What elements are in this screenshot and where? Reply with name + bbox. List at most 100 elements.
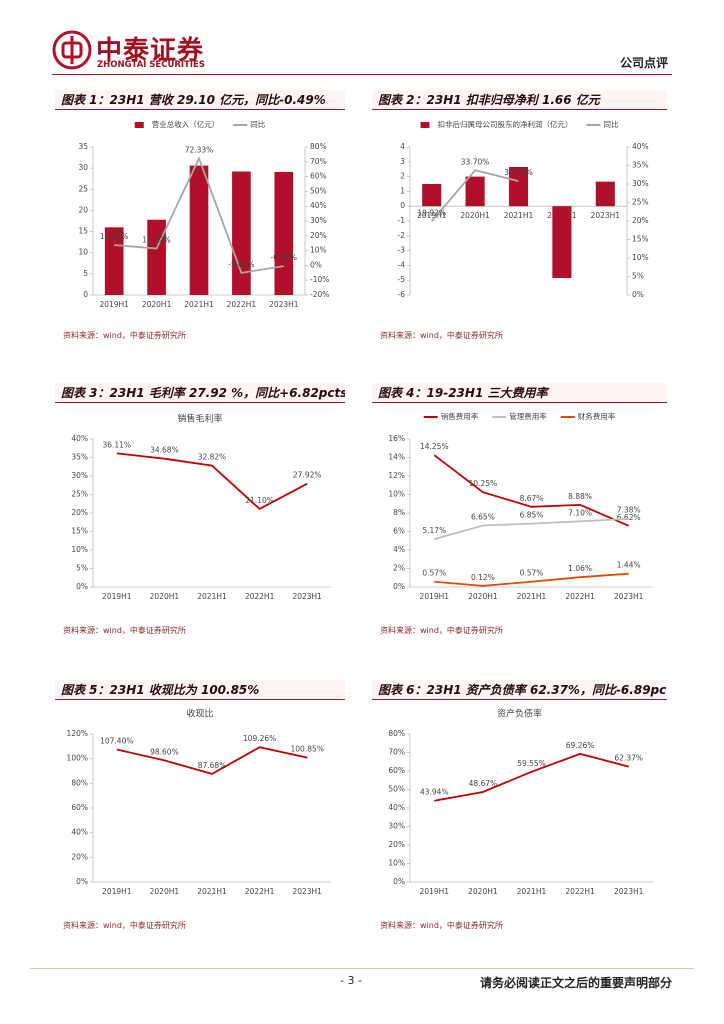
y2-tick-label: -20% (310, 290, 329, 299)
x-tick-label: 2020H1 (142, 300, 172, 309)
line (114, 156, 284, 274)
y-tick-label: 30% (71, 471, 88, 480)
bar (147, 219, 166, 295)
figure-title: 图表 6：23H1 资产负债率 62.37%，同比-6.89pcts (372, 680, 667, 700)
x-tick-label: 2023H1 (614, 592, 644, 601)
y-tick-label: 40% (71, 434, 88, 443)
data-label: 0.57% (422, 569, 446, 578)
figure-title: 图表 2：23H1 扣非归母净利 1.66 亿元 (372, 90, 667, 110)
y-tick-label: 25% (71, 490, 88, 499)
y-tick-label: 40% (71, 828, 88, 837)
x-tick-label: 2023H1 (292, 592, 322, 601)
x-tick-label: 2021H1 (197, 592, 227, 601)
data-label: 43.94% (420, 788, 449, 797)
y-tick-label: 0% (393, 877, 405, 886)
y-tick-label: 25 (78, 184, 88, 193)
y-tick-label: 0 (83, 290, 88, 299)
legend-label: 营业总收入（亿元） (152, 119, 220, 129)
y-tick-label: 35 (78, 142, 88, 151)
data-label: 1.06% (568, 564, 592, 573)
y-tick-label: -2 (398, 231, 406, 240)
x-tick-label: 2019H1 (102, 592, 132, 601)
y-tick-label: 0 (400, 201, 405, 210)
data-label: 32.82% (198, 453, 227, 462)
y-tick-label: 0% (393, 582, 405, 591)
data-label: 107.40% (100, 737, 133, 746)
y2-tick-label: 10% (632, 253, 649, 262)
y-tick-label: 10% (388, 859, 405, 868)
y2-tick-label: 10% (310, 246, 327, 255)
line (116, 452, 308, 511)
data-label: 21.10% (245, 496, 274, 505)
figure-title: 图表 4：19-23H1 三大费用率 (372, 383, 667, 403)
x-tick-label: 2023H1 (614, 887, 644, 896)
x-tick-label: 2020H1 (460, 211, 490, 220)
data-label: 6.65% (471, 512, 495, 521)
y2-tick-label: 40% (632, 142, 649, 151)
legend-label: 财务费用率 (578, 411, 616, 421)
x-tick-label: 2021H1 (517, 887, 547, 896)
data-label: 48.67% (469, 779, 498, 788)
data-label: 6.85% (520, 511, 544, 520)
y-tick-label: 15 (78, 227, 88, 236)
bar (508, 166, 529, 207)
data-label: 7.38% (617, 506, 641, 515)
x-tick-label: 2019H1 (99, 300, 129, 309)
x-tick-label: 2021H1 (504, 211, 534, 220)
page-number: - 3 - (340, 974, 362, 987)
bar (552, 206, 572, 278)
chart: 0% 20% 40% 60% 80% 100% 120% 2019H1 2020H1 2021H1… (67, 708, 331, 896)
data-label: 1.44% (617, 561, 641, 570)
data-label: 13.79% (100, 232, 129, 241)
chart: 0 5 10 15 20 25 30 35 -20% -10% 0% 10% 20% 30% 40% 50% 6… (78, 119, 329, 309)
y2-tick-label: 30% (632, 179, 649, 188)
figure-source: 资料来源：wind，中泰证券研究所 (63, 921, 186, 930)
y-tick-label: 35% (71, 453, 88, 462)
y-tick-label: 10% (71, 545, 88, 554)
y-tick-label: 40% (388, 803, 405, 812)
y2-tick-label: 20% (310, 231, 327, 240)
chart: -6-5-4-3-2-1012340%5%10%15%20%25%30%35%4… (398, 119, 649, 299)
legend-label: 扣非后归属母公司股东的净利润（亿元） (438, 119, 573, 129)
data-label: 100.85% (291, 745, 324, 754)
y-tick-label: -5 (398, 275, 406, 284)
y2-tick-label: 30% (310, 216, 327, 225)
x-tick-label: 2022H1 (565, 592, 595, 601)
y-tick-label: 6% (393, 527, 405, 536)
chart: 0% 2% 4% 6% 8% 10% 12% 14% 16% 2019H1 2020H1 2021H1… (388, 411, 653, 601)
data-label: 27.92% (293, 471, 322, 480)
figure-source: 资料来源：wind，中泰证券研究所 (380, 331, 503, 340)
y-tick-label: 14% (388, 453, 405, 462)
x-tick-label: 2023H1 (292, 887, 322, 896)
bar (232, 171, 251, 295)
y2-tick-label: 60% (310, 172, 327, 181)
legend-label: 销售费用率 (441, 411, 479, 421)
y2-tick-label: 70% (310, 157, 327, 166)
y-tick-label: 100% (67, 754, 88, 763)
y2-tick-label: 25% (632, 198, 649, 207)
data-label: 30.79% (504, 168, 533, 177)
y-tick-label: 20 (78, 205, 88, 214)
figure-title: 图表 3：23H1 毛利率 27.92 %，同比+6.82pcts (55, 383, 345, 403)
data-label: 8.88% (568, 492, 592, 501)
y-tick-label: 0% (76, 877, 88, 886)
chart-title: 销售毛利率 (177, 413, 222, 425)
line (434, 572, 629, 587)
bar (422, 184, 442, 207)
y-tick-label: 50% (388, 785, 405, 794)
data-label: 62.37% (614, 754, 643, 763)
data-label: 34.68% (150, 446, 179, 455)
y2-tick-label: 0% (310, 260, 322, 269)
y-tick-label: 80% (71, 778, 88, 787)
chart-title: 资产负债率 (497, 708, 542, 720)
data-label: 59.55% (517, 759, 546, 768)
x-tick-label: 2020H1 (468, 592, 498, 601)
x-tick-label: 2021H1 (184, 300, 214, 309)
data-label: 6.62% (617, 513, 641, 522)
y-tick-label: 120% (67, 729, 88, 738)
figure-source: 资料来源：wind，中泰证券研究所 (63, 331, 186, 340)
x-tick-label: 2019H1 (102, 887, 132, 896)
data-label: 33.70% (461, 157, 490, 166)
y-tick-label: 4% (393, 545, 405, 554)
figure-title: 图表 5：23H1 收现比为 100.85% (55, 680, 345, 700)
